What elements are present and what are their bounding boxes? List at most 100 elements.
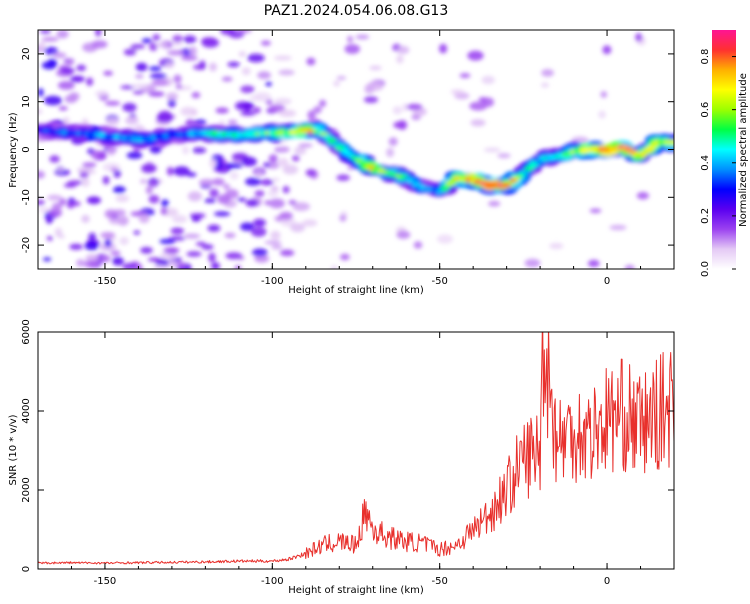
noise-blob [133, 230, 141, 235]
noise-blob [164, 62, 175, 69]
noise-blob [159, 238, 176, 244]
noise-blob [250, 227, 267, 237]
y-tick-label: -20 [21, 237, 32, 253]
noise-blob [215, 107, 229, 114]
noise-blob [272, 177, 280, 182]
noise-blob [209, 188, 219, 198]
noise-blob [171, 41, 184, 47]
noise-blob [224, 162, 243, 169]
noise-blob [45, 214, 53, 224]
noise-blob [624, 264, 635, 269]
colorbar-tick-label: 0.2 [700, 208, 711, 224]
noise-blob [38, 108, 43, 115]
noise-blob [149, 73, 167, 79]
noise-blob [191, 91, 201, 99]
noise-blob [279, 211, 293, 220]
noise-blob [340, 253, 350, 261]
noise-blob [123, 48, 137, 56]
noise-blob [635, 33, 643, 42]
noise-blob [69, 243, 83, 250]
noise-blob [156, 112, 174, 122]
noise-blob [282, 164, 299, 175]
noise-blob [81, 214, 90, 223]
noise-blob [102, 175, 110, 185]
noise-blob [198, 179, 215, 186]
noise-blob [269, 104, 286, 113]
noise-blob [182, 146, 190, 155]
noise-blob [234, 265, 242, 269]
noise-blob [235, 30, 252, 34]
noise-blob [122, 102, 137, 112]
noise-blob [253, 218, 266, 227]
noise-blob [67, 180, 83, 186]
noise-blob [278, 69, 295, 76]
y-tick-label: 2000 [21, 477, 32, 502]
noise-blob [260, 179, 274, 186]
noise-blob [254, 190, 265, 197]
noise-blob [115, 194, 130, 203]
noise-blob [290, 222, 305, 233]
noise-blob [104, 100, 121, 106]
noise-blob [152, 34, 161, 41]
noise-blob [95, 30, 102, 37]
noise-blob [39, 30, 51, 34]
noise-blob [294, 146, 307, 155]
snr-y-axis: 0 2000 4000 6000 [21, 319, 674, 572]
x-tick-label: -50 [432, 576, 448, 587]
noise-blob [636, 191, 650, 200]
ridge-blob [668, 139, 674, 146]
y-tick-label: 6000 [21, 319, 32, 344]
noise-blob [184, 233, 201, 239]
noise-blob [497, 153, 511, 159]
noise-blob [264, 240, 282, 245]
noise-blob [481, 75, 495, 85]
noise-blob [102, 255, 111, 262]
noise-blob [84, 241, 99, 251]
colorbar-ticks: 0.0 0.2 0.4 0.6 0.8 [700, 49, 736, 277]
noise-blob [268, 198, 285, 209]
y-tick-label: 10 [21, 95, 32, 108]
noise-blob [363, 96, 379, 104]
noise-blob [217, 194, 231, 205]
noise-blob [439, 43, 448, 54]
noise-blob [81, 177, 90, 188]
noise-blob [41, 37, 59, 42]
noise-blob [252, 107, 261, 114]
noise-blob [149, 42, 158, 51]
noise-blob [598, 110, 606, 119]
noise-blob [388, 137, 398, 146]
x-tick-label: -50 [432, 276, 448, 287]
noise-blob [155, 42, 169, 48]
noise-blob [166, 92, 179, 101]
noise-blob [160, 207, 168, 215]
noise-blob [110, 167, 118, 172]
noise-blob [38, 170, 45, 179]
noise-blob [148, 91, 165, 97]
noise-blob [104, 238, 112, 248]
noise-blob [167, 261, 178, 268]
noise-blob [135, 74, 144, 79]
noise-blob [47, 194, 62, 201]
noise-blob [38, 88, 44, 97]
noise-blob [141, 163, 157, 173]
noise-blob [278, 109, 297, 118]
noise-blob [549, 242, 564, 250]
noise-blob [70, 75, 85, 83]
noise-blob [181, 55, 198, 61]
noise-blob [524, 258, 541, 268]
noise-blob [125, 116, 139, 125]
noise-blob [393, 121, 406, 129]
spectrogram-x-label: Height of straight line (km) [288, 285, 424, 296]
noise-blob [192, 147, 207, 154]
noise-blob [130, 44, 145, 50]
noise-blob [347, 35, 354, 43]
noise-blob [85, 254, 99, 262]
noise-blob [469, 101, 488, 111]
noise-blob [244, 102, 252, 112]
noise-blob [229, 171, 239, 180]
noise-blob [208, 252, 216, 263]
noise-blob [149, 144, 162, 154]
noise-blob [307, 110, 316, 120]
noise-blob [57, 81, 75, 90]
